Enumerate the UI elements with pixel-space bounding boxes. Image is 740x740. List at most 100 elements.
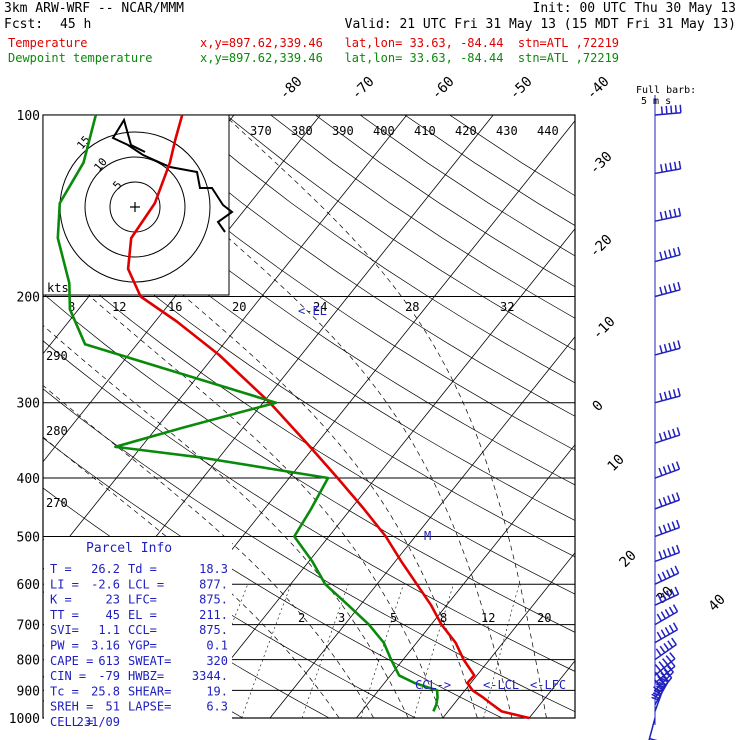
wind-barb-flag — [671, 462, 676, 472]
dry-adiabat — [404, 115, 575, 226]
wind-barb-flag — [659, 251, 663, 260]
wind-barb-flag — [678, 160, 682, 170]
dry-adiabat — [91, 115, 575, 451]
mixing-ratio-label-upper: 32 — [500, 300, 514, 314]
wind-barb-flag — [675, 544, 681, 553]
parcel-info-value: 875. — [199, 593, 228, 607]
wind-barb-flag — [674, 105, 677, 114]
parcel-info-key: LFC= — [128, 593, 157, 607]
wind-barb-flag — [661, 592, 667, 601]
wind-barb — [654, 652, 676, 677]
mixing-ratio-label-upper: 8 — [68, 300, 75, 314]
wind-barb-staff — [654, 468, 680, 479]
wind-barb — [654, 586, 680, 606]
hodograph-origin — [130, 202, 140, 212]
mixing-ratio-line — [413, 584, 454, 718]
parcel-info-value: 231/09 — [77, 715, 120, 729]
dry-adiabat — [43, 154, 575, 521]
parcel-info-key: PW = — [50, 639, 79, 653]
wind-barb — [654, 388, 681, 404]
wind-barb-flag — [659, 645, 666, 654]
parcel-info-value: 3344. — [192, 669, 228, 683]
isotherm-label: 0 — [590, 398, 607, 415]
wind-barb-flag — [657, 594, 663, 603]
pressure-tick-label: 900 — [17, 684, 40, 699]
mixing-ratio-line — [301, 584, 349, 718]
dry-adiabat — [43, 340, 575, 672]
isotherm-label: -80 — [277, 74, 306, 103]
dewpoint-location: x,y=897.62,339.46 lat,lon= 33.63, -84.44… — [200, 51, 620, 65]
wind-barb-flag — [659, 392, 663, 402]
wind-barb-flag — [672, 341, 677, 350]
dewpoint-legend: Dewpoint temperature — [8, 51, 153, 65]
wind-barb-flag — [676, 427, 681, 436]
wind-barb-flag — [668, 606, 675, 615]
isotherm — [616, 115, 740, 718]
wind-barb-flag — [662, 524, 667, 533]
wind-barb — [654, 104, 682, 116]
wind-barb-staff — [654, 658, 676, 677]
wind-barb-staff — [654, 395, 681, 404]
dry-adiabat — [43, 246, 575, 595]
wind-barb-flag — [672, 248, 677, 257]
mixing-ratio-line — [360, 584, 404, 718]
level-marker: CCL-> — [415, 678, 451, 692]
wind-barb-flag — [679, 104, 682, 113]
plot-frame — [42, 114, 576, 719]
wind-barb-staff — [654, 593, 679, 606]
parcel-info-value: 613 — [98, 654, 120, 668]
wind-barb-flag — [662, 466, 667, 475]
pressure-tick-label: 300 — [17, 397, 40, 412]
wind-barb-flag — [658, 526, 663, 535]
isotherm-label: -20 — [587, 232, 616, 261]
wind-barb-flag — [674, 586, 680, 595]
wind-barb-flag — [658, 432, 663, 442]
isotherm — [43, 115, 408, 571]
parcel-info-key: LI = — [50, 577, 79, 591]
wind-barb-flag — [677, 388, 681, 397]
parcel-info-value: 18.3 — [199, 562, 228, 576]
wind-barb-flag — [677, 246, 681, 256]
pressure-tick-label: 400 — [17, 472, 40, 487]
wind-barb-flag — [663, 343, 668, 353]
wind-barb-flag — [677, 281, 681, 290]
wind-barb-flag — [667, 547, 672, 557]
parcel-info-key: SWEAT= — [128, 654, 171, 668]
wind-barb — [654, 622, 679, 644]
isotherm — [356, 444, 575, 718]
wind-barb-flag — [673, 208, 677, 217]
wind-barb-flag — [664, 163, 668, 172]
parcel-info-key: Td = — [128, 562, 157, 576]
wind-barb-flag — [670, 588, 676, 597]
parcel-info-key: K = — [50, 593, 72, 607]
wind-barb — [654, 340, 681, 356]
wind-barb-flag — [673, 161, 677, 170]
wind-barb-flag — [675, 492, 681, 501]
wind-barb-flag — [659, 211, 663, 220]
wind-barb — [654, 427, 681, 444]
parcel-info-title: Parcel Info — [86, 541, 172, 556]
theta-label: 270 — [46, 496, 68, 510]
moist-adiabat — [43, 253, 444, 718]
isotherm-label: 20 — [617, 548, 640, 571]
theta-e-label: 440 — [537, 124, 559, 138]
wind-barb-flag — [668, 342, 672, 351]
wind-barb-flag — [674, 565, 680, 574]
theta-e-label: 410 — [414, 124, 436, 138]
wind-barb-flag — [672, 428, 676, 437]
wind-barb-flag — [664, 627, 671, 635]
moist-adiabat — [43, 166, 478, 718]
dry-adiabat — [270, 115, 575, 319]
parcel-info-key: CCL= — [128, 623, 157, 637]
parcel-info-key: Tc = — [50, 684, 79, 698]
wind-barb — [654, 461, 681, 479]
moist-adiabat — [224, 115, 547, 718]
wind-barb-flag — [661, 571, 667, 580]
parcel-info-value: 23 — [106, 593, 120, 607]
isotherm-label: -10 — [590, 314, 619, 343]
wind-barb-staff — [654, 289, 681, 298]
wind-barb-flag — [675, 461, 681, 470]
wind-barb — [654, 492, 681, 510]
pressure-tick-label: 200 — [17, 291, 40, 306]
wind-barb-flag — [663, 431, 668, 440]
